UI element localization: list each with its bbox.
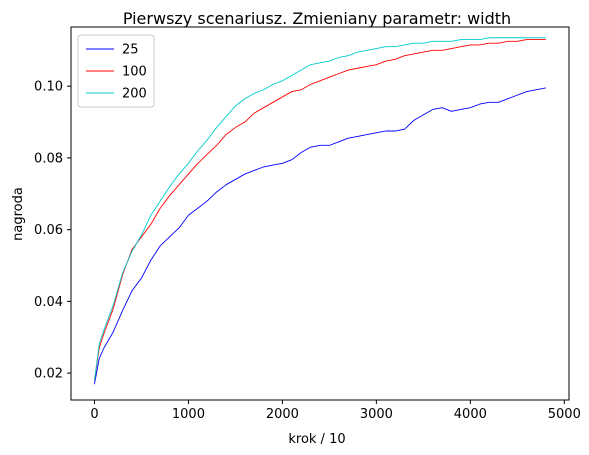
- legend-box: [77, 34, 155, 108]
- x-axis: 0 1000 2000 3000 4000 5000: [90, 400, 581, 422]
- series-layer: [94, 37, 546, 385]
- y-tick-label: 0.02: [34, 367, 63, 382]
- y-tick-label: 0.10: [34, 80, 63, 95]
- x-tick-label: 1000: [172, 407, 205, 422]
- x-axis-label: krok / 10: [288, 432, 345, 447]
- x-tick-label: 4000: [454, 407, 487, 422]
- x-tick-label: 0: [90, 407, 98, 422]
- series-line-100: [94, 39, 546, 381]
- chart-title: Pierwszy scenariusz. Zmieniany parametr:…: [123, 9, 511, 28]
- series-line-25: [94, 87, 546, 385]
- series-line-200: [94, 37, 546, 381]
- legend-label: 100: [122, 65, 147, 80]
- x-tick-label: 2000: [266, 407, 299, 422]
- x-tick-label: 5000: [548, 407, 581, 422]
- y-tick-label: 0.06: [34, 223, 63, 238]
- plot-frame: [70, 26, 570, 401]
- legend: 25 100 200: [77, 34, 155, 108]
- legend-label: 25: [122, 43, 139, 58]
- y-axis: 0.02 0.04 0.06 0.08 0.10: [34, 80, 71, 382]
- x-tick-label: 3000: [360, 407, 393, 422]
- y-tick-label: 0.04: [34, 295, 63, 310]
- y-tick-label: 0.08: [34, 151, 63, 166]
- legend-label: 200: [122, 87, 147, 102]
- y-axis-label: nagroda: [11, 187, 26, 241]
